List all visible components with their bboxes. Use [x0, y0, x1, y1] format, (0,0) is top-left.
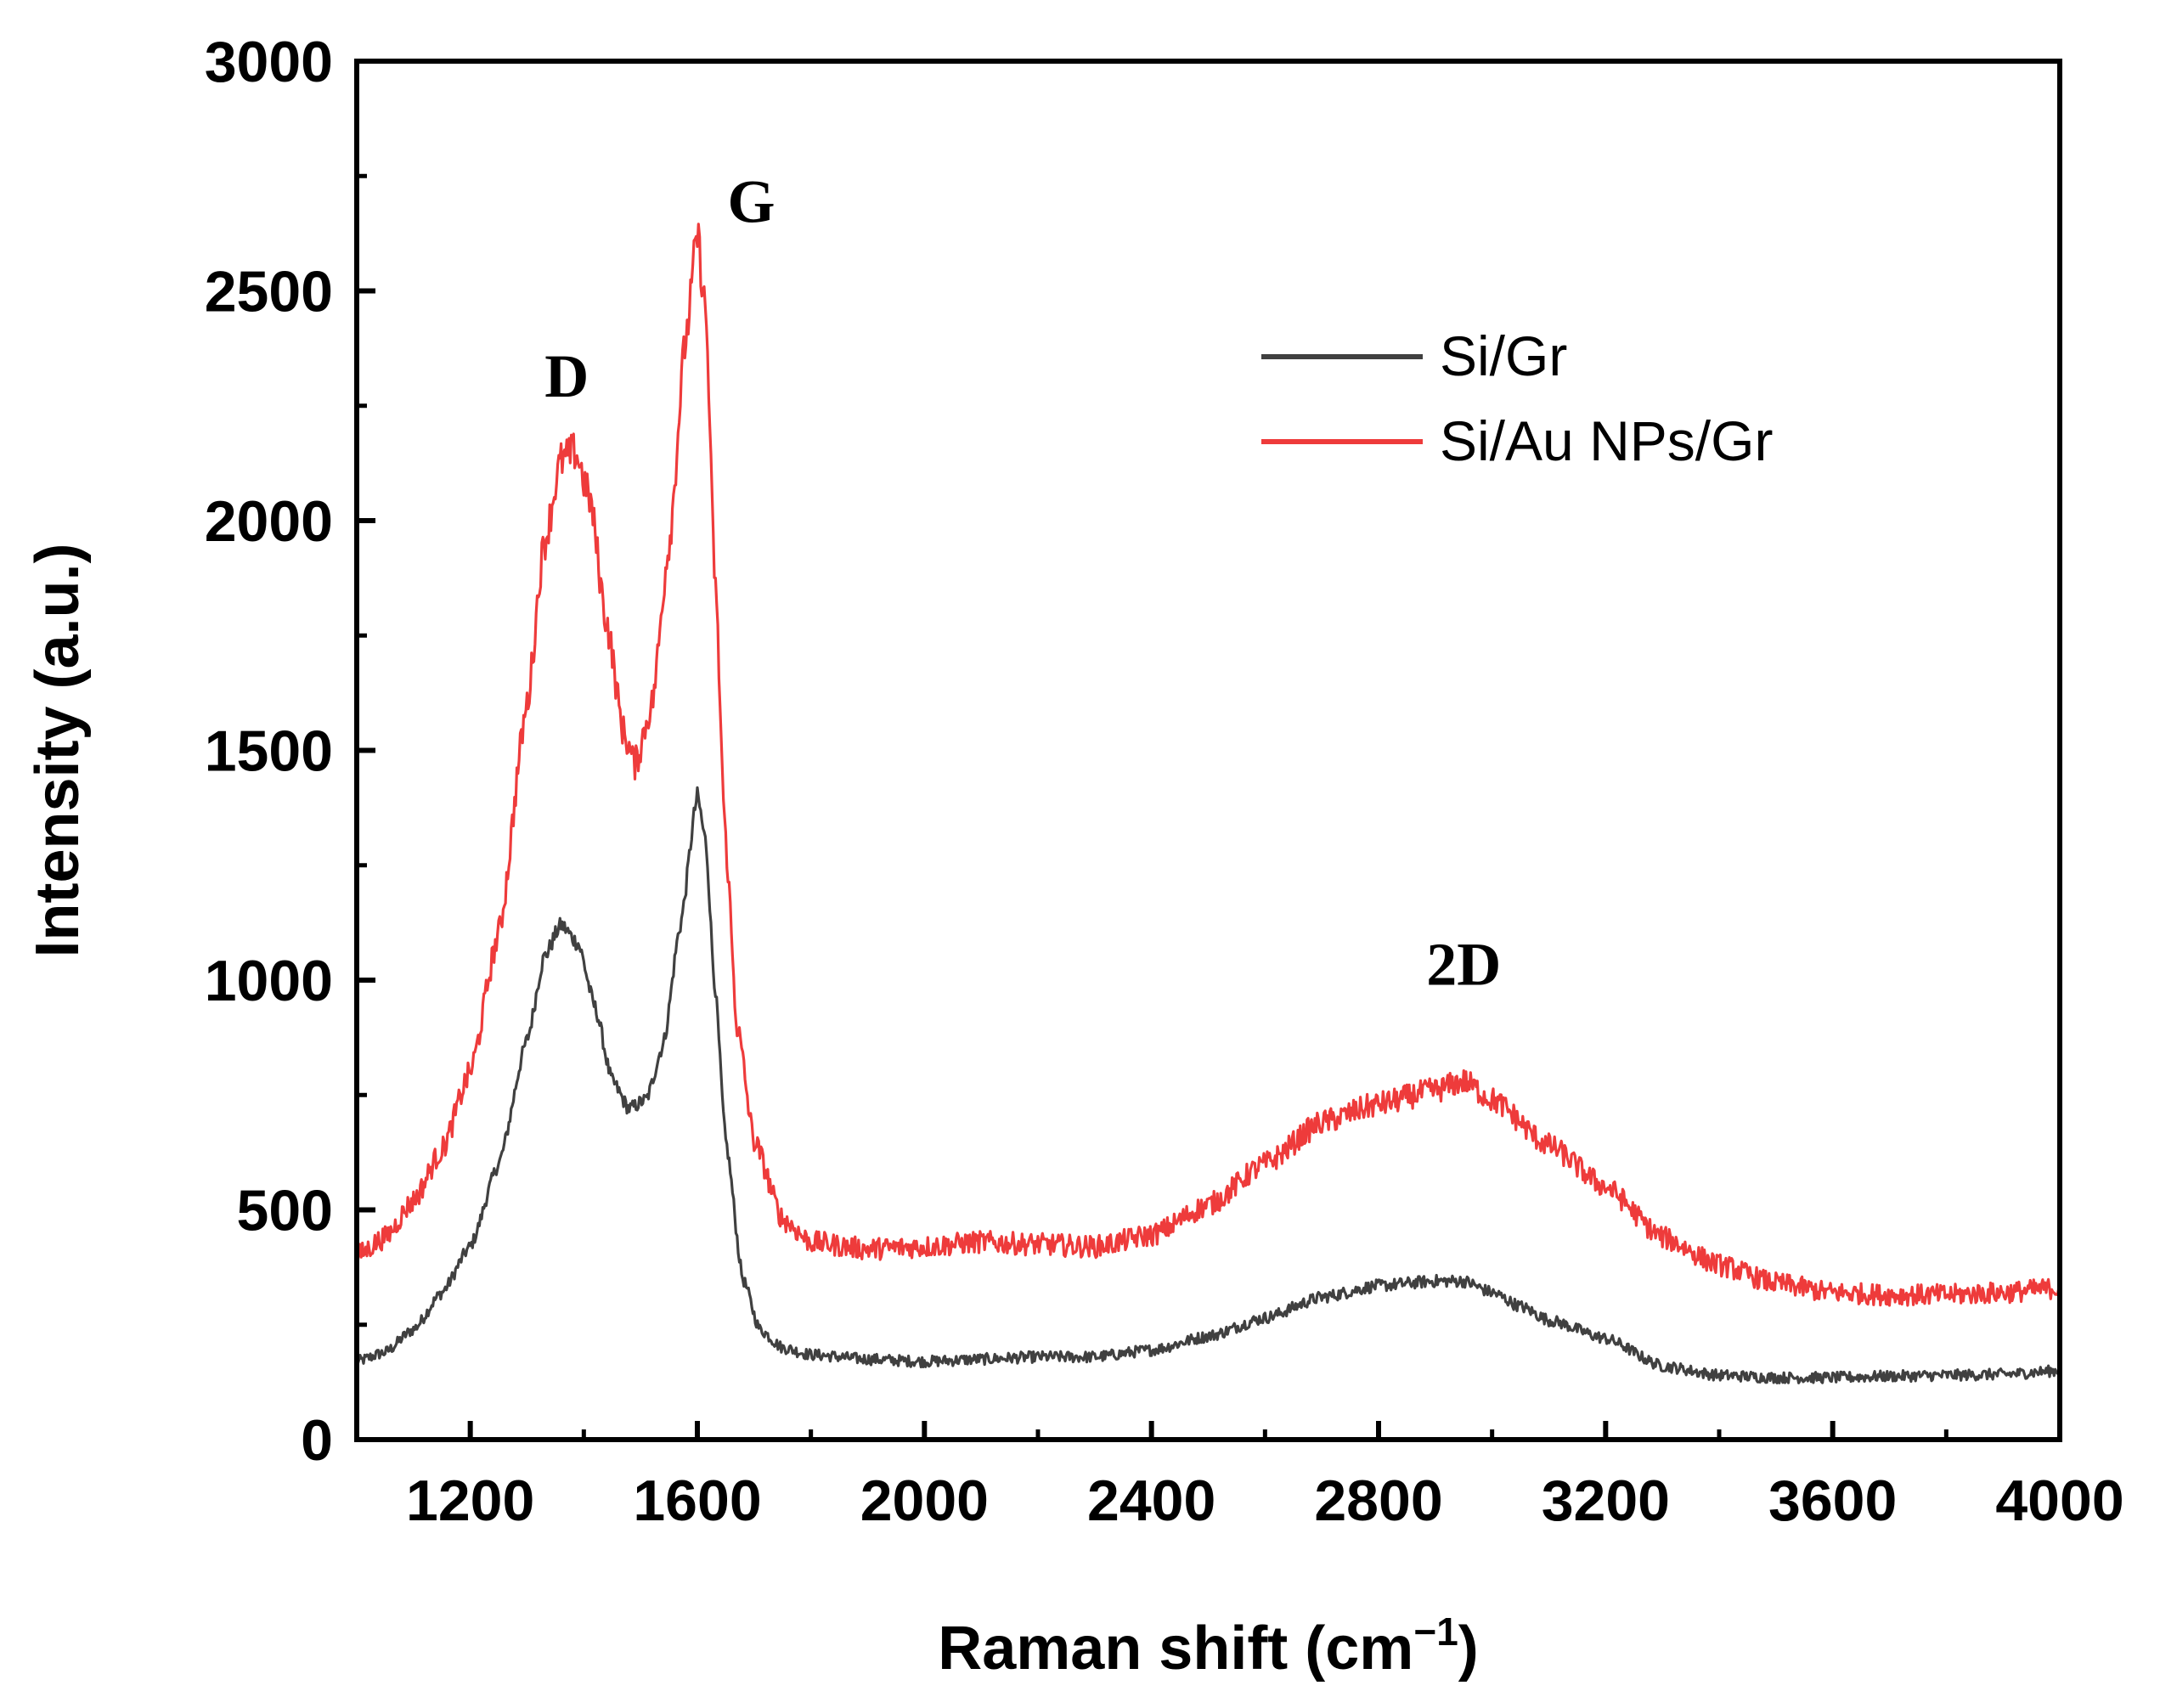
x-tick-label-2800: 2800: [1314, 1468, 1442, 1533]
x-axis-title-close: ): [1458, 1615, 1479, 1683]
x-axis-title-main: Raman shift (cm: [938, 1615, 1413, 1683]
y-tick-label-500: 500: [237, 1179, 333, 1243]
legend: Si/Gr Si/Au NPs/Gr: [1261, 324, 1773, 472]
peak-label-d: D: [544, 342, 589, 410]
x-tick-label-4000: 4000: [1995, 1468, 2123, 1533]
x-axis-title-superscript: −1: [1413, 1609, 1458, 1654]
x-tick-label-3200: 3200: [1542, 1468, 1670, 1533]
x-tick-label-1600: 1600: [633, 1468, 761, 1533]
series-line-si-gr: [357, 786, 2060, 1384]
legend-label-1: Si/Au NPs/Gr: [1440, 409, 1773, 472]
y-tick-label-1500: 1500: [205, 719, 333, 784]
peak-label-g: G: [727, 167, 775, 235]
y-tick-label-2500: 2500: [205, 260, 333, 324]
legend-label-0: Si/Gr: [1440, 324, 1567, 387]
y-tick-label-0: 0: [301, 1408, 333, 1473]
y-tick-label-1000: 1000: [205, 949, 333, 1013]
x-tick-label-2000: 2000: [860, 1468, 989, 1533]
peak-label-2d: 2D: [1426, 930, 1501, 998]
y-tick-label-3000: 3000: [205, 30, 333, 94]
plot-frame: [354, 59, 2062, 1442]
x-tick-label-1200: 1200: [406, 1468, 534, 1533]
x-tick-label-3600: 3600: [1768, 1468, 1897, 1533]
x-axis-title: Raman shift (cm−1): [938, 1609, 1479, 1683]
series-line-si-au-nps-gr: [357, 223, 2060, 1307]
x-tick-label-2400: 2400: [1087, 1468, 1215, 1533]
y-tick-label-2000: 2000: [205, 489, 333, 554]
y-axis-title: Intensity (a.u.): [24, 543, 92, 957]
series-group: [357, 223, 2060, 1384]
